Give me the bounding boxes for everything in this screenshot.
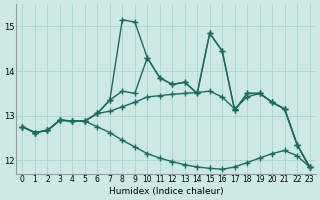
X-axis label: Humidex (Indice chaleur): Humidex (Indice chaleur) — [109, 187, 223, 196]
